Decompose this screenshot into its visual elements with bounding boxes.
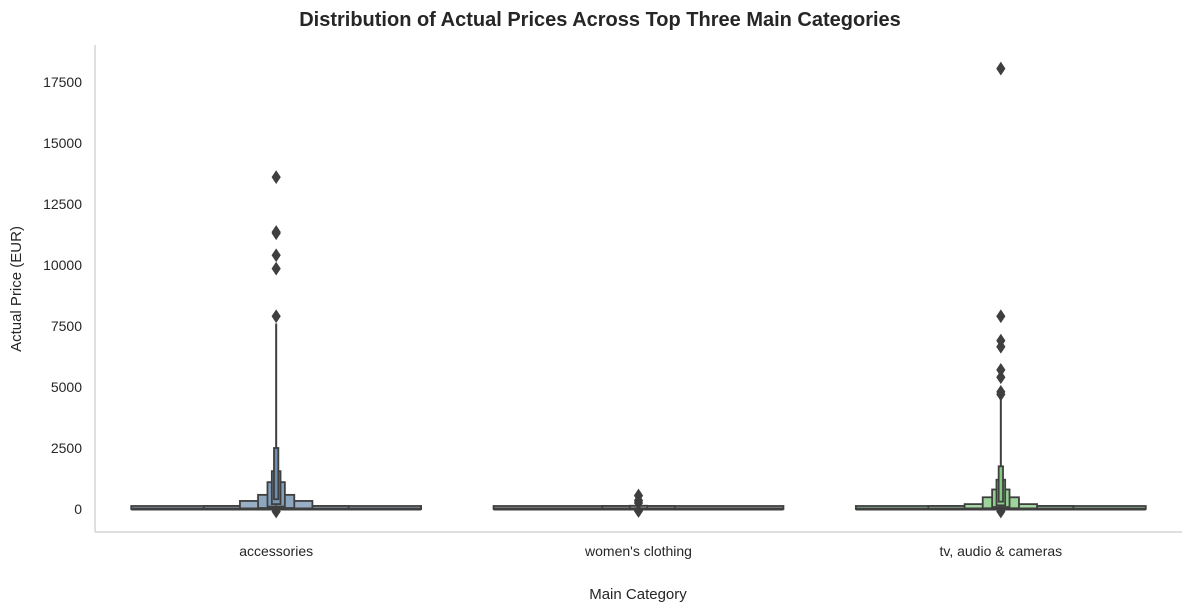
outlier-point (996, 370, 1006, 385)
outlier-point (271, 248, 281, 263)
outlier-point (996, 384, 1006, 399)
x-axis-label: Main Category (589, 586, 687, 603)
outlier-point (996, 309, 1006, 324)
outlier-point (996, 61, 1006, 76)
x-tick-label: women's clothing (584, 543, 692, 559)
outlier-point (996, 333, 1006, 348)
y-tick-label: 17500 (43, 74, 82, 90)
outlier-point (271, 225, 281, 239)
plot-area (130, 61, 1147, 519)
outlier-point (271, 261, 281, 276)
y-tick-label: 15000 (43, 135, 82, 151)
chart-title: Distribution of Actual Prices Across Top… (299, 9, 901, 31)
outlier-point (996, 363, 1006, 377)
y-tick-label: 12500 (43, 196, 82, 212)
outlier-point (271, 170, 281, 185)
y-tick-label: 7500 (51, 318, 82, 334)
box-level (997, 465, 1004, 503)
outlier-point (996, 504, 1006, 519)
x-tick-label: accessories (239, 543, 313, 559)
y-tick-label: 0 (74, 501, 82, 517)
box-level (273, 447, 280, 501)
outlier-point (633, 504, 644, 518)
y-tick-label: 5000 (51, 379, 82, 395)
outlier-point (271, 309, 281, 324)
outlier-point (633, 488, 644, 503)
y-axis-label: Actual Price (EUR) (8, 226, 25, 352)
outlier-point (271, 504, 281, 519)
y-tick-label: 10000 (43, 257, 82, 273)
x-tick-label: tv, audio & cameras (939, 543, 1062, 559)
y-tick-label: 2500 (51, 440, 82, 456)
